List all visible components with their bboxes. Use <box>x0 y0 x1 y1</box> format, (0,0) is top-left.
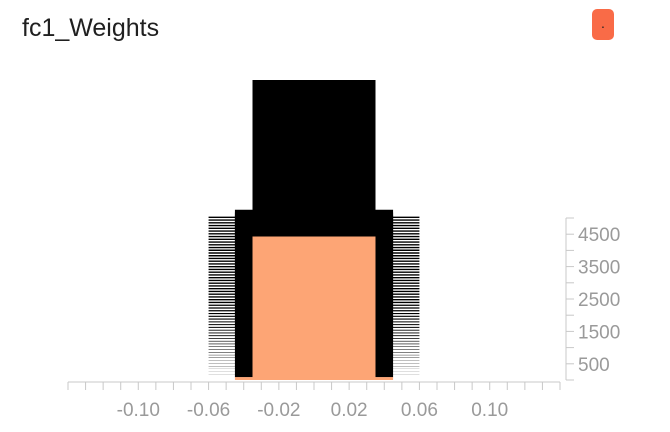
axes: -0.10 -0.06 -0.02 0.02 0.06 0.10 500 1500 2500 35… <box>67 217 620 421</box>
x-tick-label: 0.10 <box>471 400 508 421</box>
chart-title: fc1_Weights <box>22 14 160 42</box>
x-tick-label: 0.06 <box>401 400 438 421</box>
legend-label: . <box>601 14 605 31</box>
x-tick-label: -0.10 <box>117 400 160 421</box>
step-tick-label: 500 <box>578 355 610 376</box>
step-tick-label: 3500 <box>578 258 620 279</box>
ridge-layers <box>68 80 560 380</box>
step-tick-label: 4500 <box>578 225 620 246</box>
step-tick-label: 2500 <box>578 290 620 311</box>
step-tick-label: 1500 <box>578 322 620 343</box>
ridge-layer-0 <box>68 236 560 380</box>
x-tick-label: -0.06 <box>187 400 230 421</box>
x-tick-label: 0.02 <box>331 400 368 421</box>
x-tick-label: -0.02 <box>257 400 300 421</box>
legend-swatch[interactable]: . <box>592 9 614 40</box>
